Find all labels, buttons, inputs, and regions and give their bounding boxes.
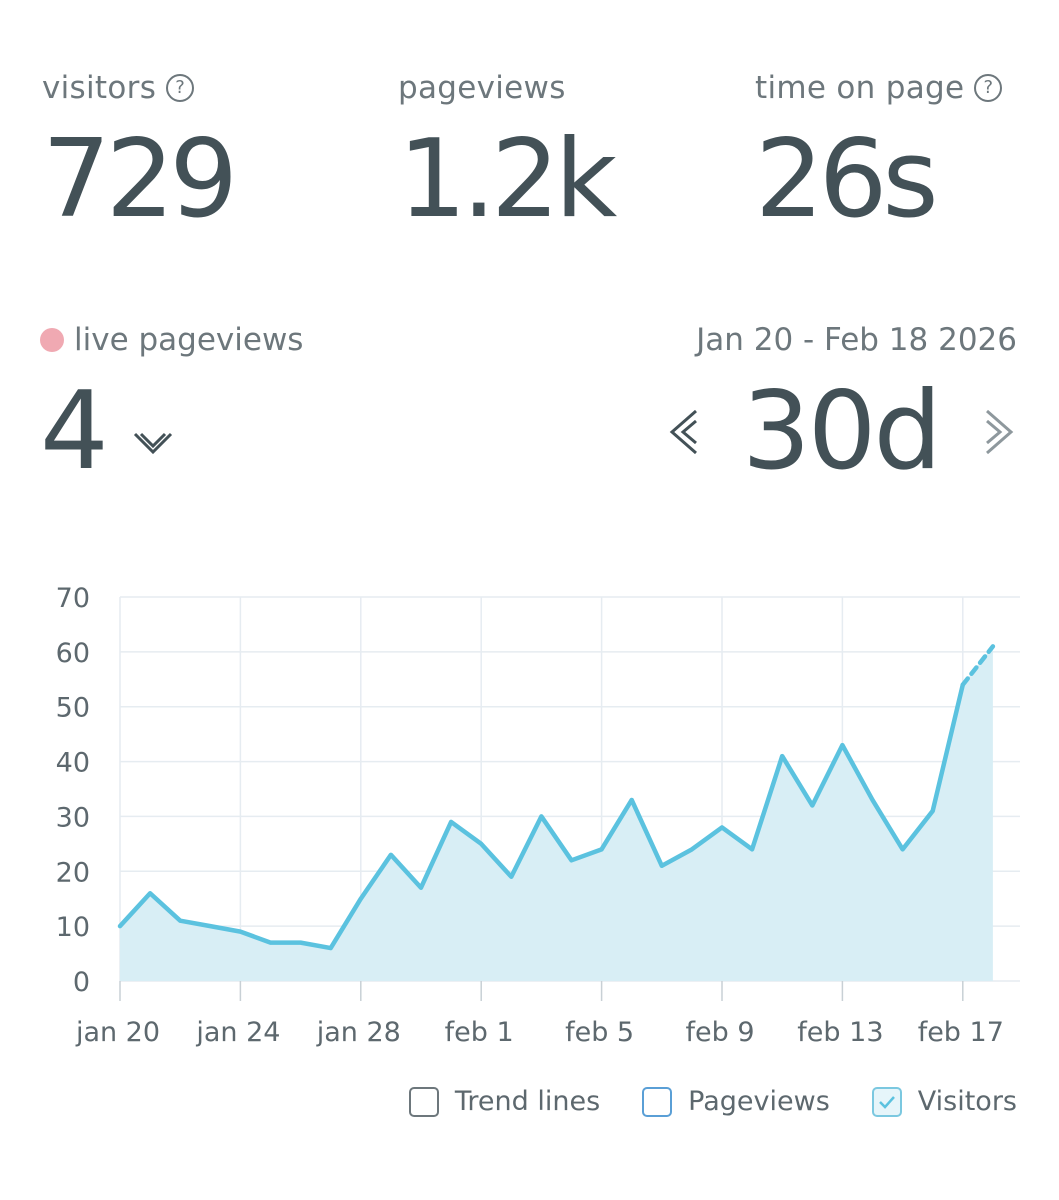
live-dot-icon <box>40 328 64 352</box>
visitors-checkbox[interactable] <box>871 1086 902 1117</box>
pageviews-legend-label: Pageviews <box>688 1086 830 1117</box>
live-pageviews-label-row: live pageviews <box>40 322 303 358</box>
visitors-area <box>120 646 993 981</box>
time-on-page-stat: time on page ? 26s <box>755 70 1003 242</box>
pageviews-value: 1.2k <box>398 117 617 242</box>
date-range-label: Jan 20 - Feb 18 2026 <box>696 322 1017 358</box>
next-period-button[interactable] <box>981 407 1017 457</box>
visitors-stat: visitors ? 729 <box>42 70 238 242</box>
visitors-label: visitors <box>42 70 157 106</box>
date-range: Jan 20 - Feb 18 2026 30d <box>666 322 1017 486</box>
y-tick-label: 20 <box>56 857 90 888</box>
legend-trend-lines[interactable]: Trend lines <box>408 1086 601 1117</box>
live-pageviews: live pageviews 4 <box>40 322 303 486</box>
y-tick-label: 10 <box>56 912 90 943</box>
y-tick-label: 0 <box>73 967 90 998</box>
trend-lines-checkbox[interactable] <box>408 1086 439 1117</box>
help-icon[interactable]: ? <box>974 74 1003 102</box>
chevron-right-icon <box>986 409 1014 455</box>
y-tick-label: 70 <box>56 583 90 614</box>
time-on-page-label: time on page <box>755 70 965 106</box>
date-range-row: 30d <box>666 378 1017 486</box>
live-pageviews-row: 4 <box>40 378 303 486</box>
pageviews-label: pageviews <box>398 70 566 106</box>
previous-period-button[interactable] <box>666 407 702 457</box>
pageviews-label-row: pageviews <box>398 70 612 106</box>
live-pageviews-label: live pageviews <box>74 322 304 358</box>
visitors-label-row: visitors ? <box>42 70 233 106</box>
visitors-chart: 0 10 20 30 40 50 60 70 jan 20 jan 24 jan 28 feb 1 fe… <box>56 583 1020 1048</box>
x-tick-label: jan 20 <box>75 1017 160 1048</box>
pageviews-stat: pageviews 1.2k <box>398 70 617 242</box>
legend-visitors[interactable]: Visitors <box>871 1086 1017 1117</box>
visitors-line-partial <box>960 644 996 688</box>
visitors-line <box>117 682 966 951</box>
y-tick-label: 60 <box>56 638 90 669</box>
x-tick-label: feb 17 <box>918 1017 1004 1048</box>
help-icon[interactable]: ? <box>166 74 195 102</box>
chevron-left-icon <box>669 409 698 455</box>
live-pageviews-value: 4 <box>40 369 109 494</box>
chevron-down-icon[interactable] <box>131 428 175 462</box>
legend-pageviews[interactable]: Pageviews <box>642 1086 830 1117</box>
check-icon <box>878 1095 895 1109</box>
y-tick-label: 40 <box>56 748 90 779</box>
x-tick-label: feb 13 <box>797 1017 883 1048</box>
time-on-page-label-row: time on page ? <box>755 70 1003 106</box>
x-tick-label: feb 9 <box>685 1017 754 1048</box>
y-tick-label: 30 <box>56 802 90 833</box>
x-tick-label: feb 1 <box>445 1017 514 1048</box>
y-tick-label: 50 <box>56 693 90 724</box>
x-tick-label: jan 24 <box>195 1017 280 1048</box>
x-tick-label: jan 28 <box>316 1017 401 1048</box>
time-on-page-value: 26s <box>755 117 939 242</box>
date-range-value: 30d <box>742 369 942 494</box>
visitors-value: 729 <box>42 117 238 242</box>
visitors-legend-label: Visitors <box>917 1086 1017 1117</box>
x-tick-label: feb 5 <box>565 1017 634 1048</box>
chart-legend: Trend lines Pageviews Visitors <box>408 1086 1017 1117</box>
trend-lines-label: Trend lines <box>454 1086 601 1117</box>
pageviews-checkbox[interactable] <box>642 1086 673 1117</box>
